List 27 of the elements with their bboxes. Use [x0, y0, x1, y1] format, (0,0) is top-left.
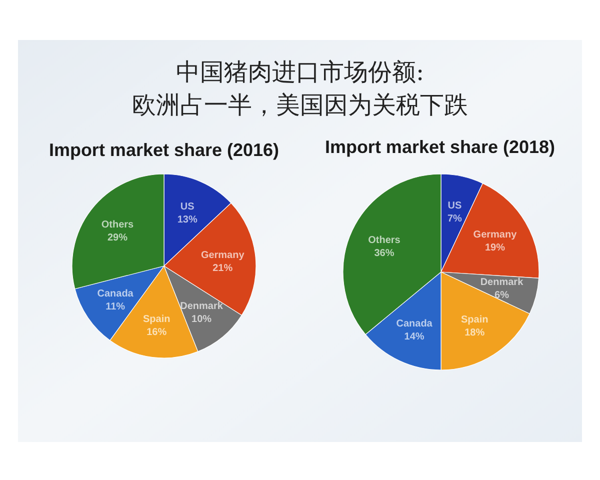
data-label: 19%: [484, 242, 506, 254]
slice-label: Spain: [143, 314, 170, 325]
slice-label: Germany: [473, 230, 518, 241]
slice-label: US: [180, 201, 195, 212]
data-label: 16%: [146, 326, 167, 338]
data-label: 29%: [107, 232, 128, 244]
data-label: 7%: [447, 213, 462, 224]
slice-label: Spain: [460, 314, 488, 326]
slice-label: Others: [368, 234, 401, 246]
data-label: 11%: [106, 302, 126, 313]
slice-label: US: [448, 200, 462, 212]
data-label: 18%: [464, 327, 485, 338]
data-label: 10%: [192, 314, 212, 325]
chart-title: Import market share (2016): [48, 140, 280, 160]
text: 中国猪肉进口市场份额: 欧洲占一半，美国因为关税下跌: [132, 58, 468, 119]
data-label: 36%: [374, 248, 394, 259]
slice-label: Denmark: [480, 277, 524, 288]
data-label: 6%: [494, 290, 510, 302]
slice-label: Others: [101, 219, 134, 230]
slice-label: Denmark: [180, 300, 224, 312]
slice-label: Canada: [396, 318, 433, 330]
data-label: 13%: [177, 214, 198, 226]
data-label: 14%: [404, 331, 424, 342]
data-label: 21%: [212, 262, 233, 274]
slice-label: Germany: [200, 250, 245, 261]
chart-title: Import market share (2018): [324, 137, 556, 157]
slice-label: Canada: [97, 288, 134, 300]
